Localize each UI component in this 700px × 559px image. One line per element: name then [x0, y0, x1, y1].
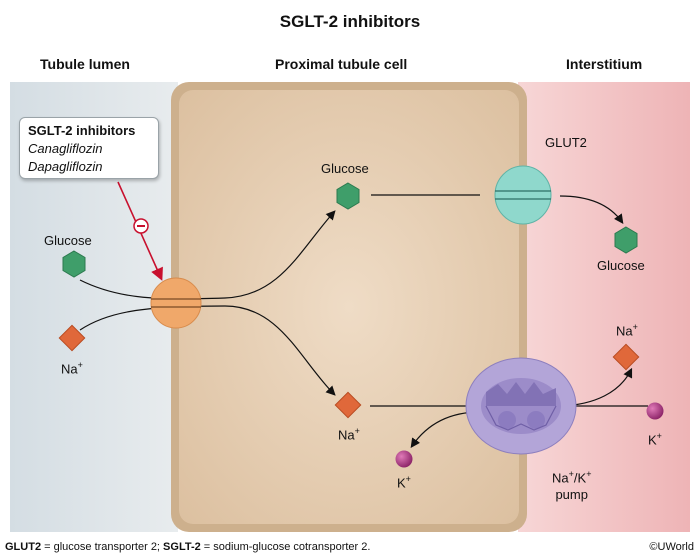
interstitium-potassium-label: K+ — [648, 431, 662, 448]
sglt2-transporter-icon — [150, 277, 202, 329]
lumen-sodium-icon — [58, 324, 86, 352]
cell-sodium-label: Na+ — [338, 426, 360, 443]
tubule-lumen-label: Tubule lumen — [40, 56, 130, 72]
na-k-pump-label: Na+/K+ pump — [552, 469, 592, 503]
lumen-sodium-label: Na+ — [61, 360, 83, 377]
callout-drug-canagliflozin: Canagliflozin — [28, 141, 103, 156]
cell-potassium-icon — [395, 450, 413, 468]
copyright: ©UWorld — [649, 541, 694, 553]
na-k-pump-icon — [465, 357, 577, 455]
cell-glucose-label: Glucose — [321, 161, 369, 176]
glut2-transporter-icon — [494, 165, 552, 225]
interstitium-region — [518, 82, 690, 532]
cell-glucose-icon — [336, 182, 360, 210]
callout-drug-dapagliflozin: Dapagliflozin — [28, 159, 103, 174]
glucose-uptake-arrow — [79, 210, 336, 300]
interstitium-glucose-label: Glucose — [597, 258, 645, 273]
footnote: GLUT2 = glucose transporter 2; SGLT-2 = … — [5, 541, 371, 553]
callout-heading: SGLT-2 inhibitors — [28, 123, 136, 138]
interstitium-potassium-icon — [646, 402, 664, 420]
interstitium-sodium-label: Na+ — [616, 322, 638, 339]
glut2-label: GLUT2 — [545, 135, 587, 150]
interstitium-label: Interstitium — [566, 56, 643, 72]
lumen-glucose-icon — [62, 250, 86, 278]
proximal-tubule-cell-label: Proximal tubule cell — [275, 56, 408, 72]
glucose-efflux-arrow — [559, 195, 624, 224]
sodium-uptake-arrow — [79, 305, 336, 396]
diagram-title: SGLT-2 inhibitors — [279, 12, 421, 31]
lumen-glucose-label: Glucose — [44, 233, 92, 248]
cell-potassium-label: K+ — [397, 474, 411, 491]
cell-body — [179, 90, 519, 524]
cell-sodium-icon — [334, 391, 362, 419]
interstitium-sodium-icon — [612, 343, 640, 371]
interstitium-glucose-icon — [614, 226, 638, 254]
sglt2-inhibitors-callout: SGLT-2 inhibitors Canagliflozin Dapaglif… — [19, 117, 159, 179]
